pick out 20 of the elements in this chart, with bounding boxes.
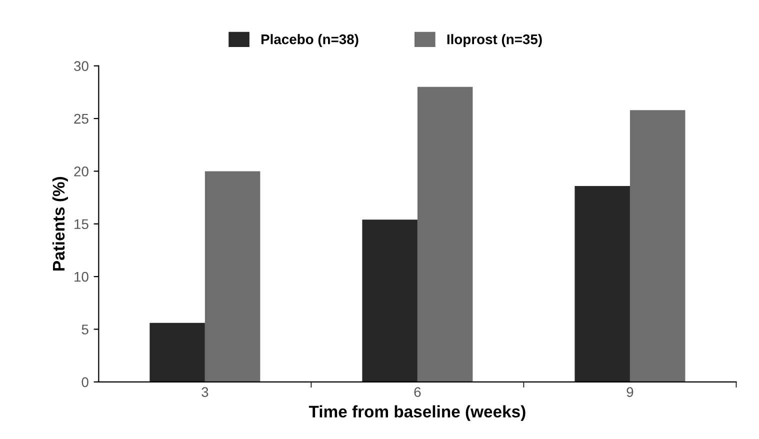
- bar: [574, 186, 630, 382]
- bar: [630, 110, 686, 382]
- y-tick-label: 10: [74, 272, 88, 282]
- y-tick-label: 20: [74, 166, 88, 176]
- legend-label: Iloprost (n=35): [447, 34, 542, 47]
- y-tick-label: 25: [74, 114, 88, 124]
- y-tick-label: 5: [82, 324, 88, 334]
- bar: [150, 322, 205, 382]
- y-tick-label: 15: [74, 219, 88, 230]
- x-tick-label: 9: [626, 387, 634, 397]
- bar: [362, 220, 418, 382]
- x-axis-title: Time from baseline (weeks): [308, 405, 526, 421]
- y-tick-label: 30: [74, 61, 88, 72]
- x-tick-label: 3: [202, 387, 208, 397]
- y-tick-label: 0: [82, 377, 88, 388]
- y-axis-title: Patients (%): [52, 177, 68, 270]
- legend-label: Placebo (n=38): [261, 34, 358, 47]
- bar: [204, 171, 260, 382]
- x-tick-label: 6: [414, 387, 421, 397]
- bar: [417, 86, 473, 382]
